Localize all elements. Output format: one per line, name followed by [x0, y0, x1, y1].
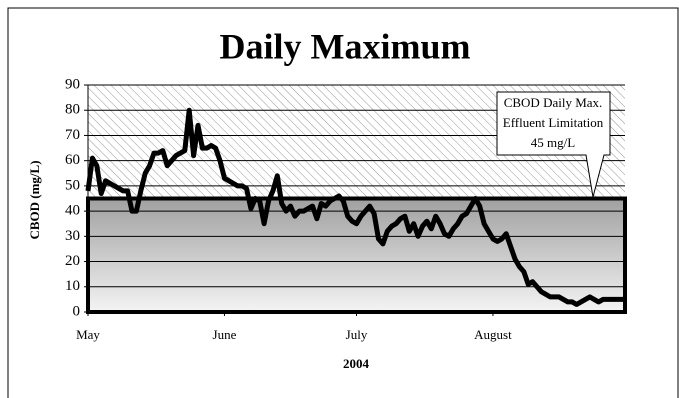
callout-box: [496, 91, 611, 198]
limit-zone: [88, 198, 625, 312]
y-tick-label: 60: [65, 152, 80, 168]
frame: [7, 7, 679, 398]
y-tick-label: 40: [65, 203, 80, 219]
limit-border: [86, 196, 627, 314]
y-tick-label: 30: [65, 228, 80, 244]
x-tick-label: May: [76, 327, 100, 342]
callout-text: CBOD Daily Max.: [504, 95, 603, 110]
x-tick-label: July: [346, 327, 368, 342]
x-tick-label: June: [213, 327, 237, 342]
y-tick-label: 90: [65, 76, 80, 92]
x-axis-title: 2004: [343, 356, 370, 371]
chart-title: Daily Maximum: [220, 26, 471, 66]
data-line: [85, 107, 625, 307]
callout-text: 45 mg/L: [531, 135, 575, 150]
y-axis-title: CBOD (mg/L): [27, 160, 42, 239]
x-tick-label: August: [474, 327, 512, 342]
y-tick-label: 80: [65, 102, 80, 118]
y-tick-label: 20: [65, 253, 80, 269]
y-tick-label: 10: [65, 278, 80, 294]
y-tick-label: 70: [65, 127, 80, 143]
callout-text: Effluent Limitation: [503, 115, 604, 130]
y-tick-label: 50: [65, 177, 80, 193]
callout: CBOD Daily Max. Effluent Limitation 45 m…: [496, 91, 611, 198]
y-tick-label: 0: [73, 303, 81, 319]
